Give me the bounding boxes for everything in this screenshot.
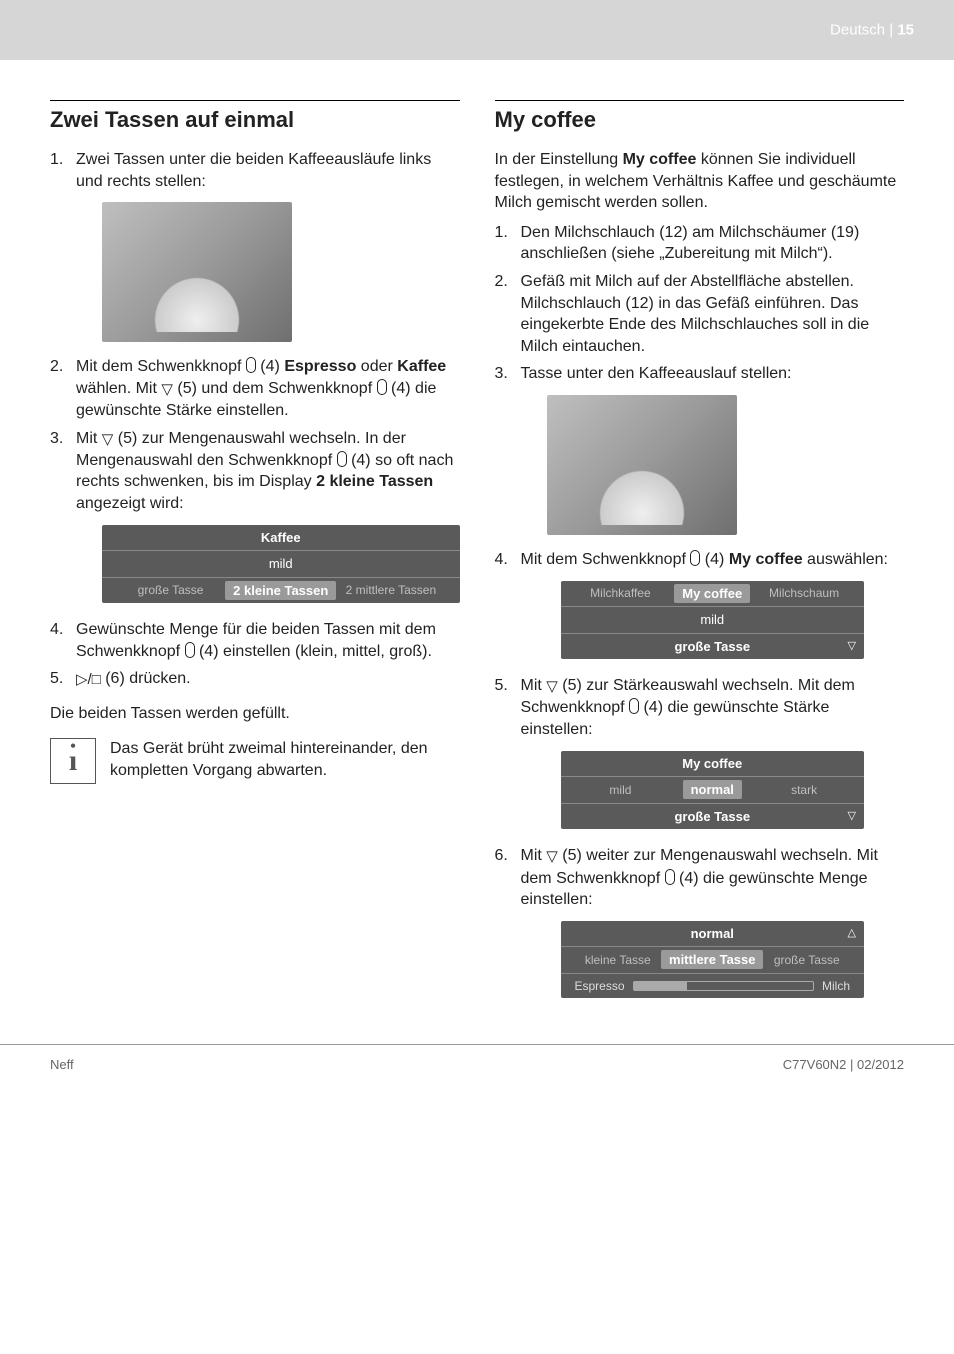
knob-icon [185, 642, 195, 658]
down-triangle-icon: ▽ [161, 381, 173, 398]
display-strength: My coffee mild normal stark große Tasse [561, 751, 865, 830]
display-row: mild normal stark [561, 777, 865, 804]
right-step-3: Tasse unter den Kaffeeauslauf stellen: [495, 363, 905, 535]
down-triangle-icon: ▽ [102, 431, 114, 448]
display-row: große Tasse 2 kleine Tassen 2 mittlere T… [102, 578, 460, 604]
display-row: große Tasse [561, 804, 865, 830]
display-slider-row: Espresso Milch [561, 974, 865, 998]
knob-icon [690, 550, 700, 566]
left-step-3: Mit ▽ (5) zur Mengenauswahl wechseln. In… [50, 428, 460, 604]
photo-two-cups [102, 202, 292, 342]
right-column: My coffee In der Einstellung My coffee k… [495, 100, 905, 1014]
header-sep: | [885, 22, 897, 39]
photo-one-cup [547, 395, 737, 535]
left-step-2: Mit dem Schwenkknopf (4) Espresso oder K… [50, 356, 460, 421]
display-row: kleine Tasse mittlere Tasse große Tasse [561, 947, 865, 974]
display-row: normal [561, 921, 865, 948]
left-step-1: Zwei Tassen unter die beiden Kaffee­ausl… [50, 149, 460, 342]
display-kaffee: Kaffee mild große Tasse 2 kleine Tassen … [102, 525, 460, 604]
left-after-text: Die beiden Tassen werden gefüllt. [50, 703, 460, 725]
display-row: Kaffee [102, 525, 460, 552]
info-text: Das Gerät brüht zweimal hinter­einander,… [110, 738, 460, 781]
knob-icon [377, 379, 387, 395]
page-header-bar: Deutsch | 15 [0, 0, 954, 60]
knob-icon [246, 357, 256, 373]
header-page-indicator: Deutsch | 15 [830, 22, 914, 39]
right-step-1: Den Milchschlauch (12) am Milch­schäumer… [495, 222, 905, 265]
knob-icon [665, 869, 675, 885]
footer-brand: Neff [50, 1057, 74, 1072]
footer-docref: C77V60N2 | 02/2012 [783, 1057, 904, 1072]
display-row: große Tasse [561, 634, 865, 660]
info-box: ı Das Gerät brüht zweimal hinter­einande… [50, 738, 460, 784]
right-step-2: Gefäß mit Milch auf der Abstellfläche ab… [495, 271, 905, 357]
down-triangle-icon: ▽ [546, 848, 558, 865]
down-triangle-icon: ▽ [546, 678, 558, 695]
display-mycoffee-select: Milchkaffee My coffee Milchschaum mild g… [561, 581, 865, 660]
knob-icon [629, 698, 639, 714]
page-footer: Neff C77V60N2 | 02/2012 [0, 1044, 954, 1092]
right-step-4: Mit dem Schwenkknopf (4) My coffee auswä… [495, 549, 905, 659]
header-lang: Deutsch [830, 22, 885, 39]
left-step-5: ▷/□ (6) drücken. [50, 668, 460, 690]
display-row: mild [561, 607, 865, 634]
right-step-6: Mit ▽ (5) weiter zur Mengenauswahl wechs… [495, 845, 905, 998]
play-stop-icon: ▷/□ [76, 671, 101, 688]
display-row: My coffee [561, 751, 865, 778]
knob-icon [337, 451, 347, 467]
slider-fill [634, 982, 688, 990]
display-row: mild [102, 551, 460, 578]
left-column: Zwei Tassen auf einmal Zwei Tassen unter… [50, 100, 460, 1014]
left-step-4: Gewünschte Menge für die beiden Tassen m… [50, 619, 460, 662]
intro-text: In der Einstellung My coffee können Sie … [495, 149, 905, 214]
header-page-num: 15 [897, 22, 914, 39]
info-icon: ı [50, 738, 96, 784]
display-size: normal kleine Tasse mittlere Tasse große… [561, 921, 865, 998]
heading-two-cups: Zwei Tassen auf einmal [50, 100, 460, 133]
slider-track [633, 981, 814, 991]
display-row: Milchkaffee My coffee Milchschaum [561, 581, 865, 608]
page-body: Zwei Tassen auf einmal Zwei Tassen unter… [0, 60, 954, 1044]
right-step-5: Mit ▽ (5) zur Stärkeauswahl wechseln. Mi… [495, 675, 905, 829]
heading-my-coffee: My coffee [495, 100, 905, 133]
